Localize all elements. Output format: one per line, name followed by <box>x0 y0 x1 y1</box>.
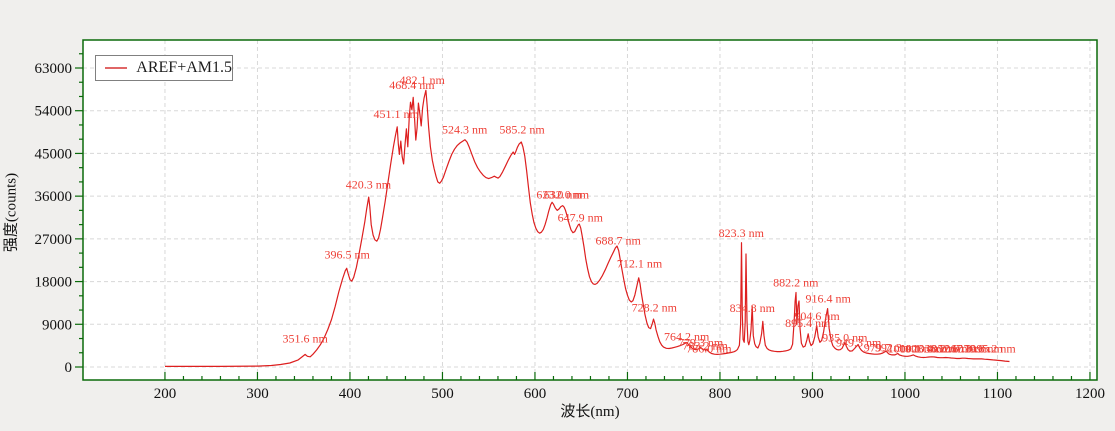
peak-label: 396.5 nm <box>325 247 371 261</box>
x-tick-label: 300 <box>246 386 269 402</box>
peak-label: 834.8 nm <box>730 301 776 315</box>
y-tick-label: 45000 <box>35 146 73 162</box>
x-tick-label: 200 <box>154 386 177 402</box>
peak-label: 1067.3 nm <box>938 341 990 355</box>
peak-label: 823.3 nm <box>719 226 765 240</box>
x-tick-label: 800 <box>709 386 732 402</box>
peak-label: 1038.2 nm <box>913 341 965 355</box>
peak-label: 764.2 nm <box>664 329 710 343</box>
peak-label: 904.6 nm <box>794 309 840 323</box>
peak-label: 882.2 nm <box>773 275 819 289</box>
peak-label: 524.3 nm <box>442 122 488 136</box>
peak-label: 1095.2 nm <box>964 341 1016 355</box>
x-tick-label: 500 <box>431 386 454 402</box>
plot-area <box>83 40 1097 380</box>
y-tick-label: 0 <box>65 360 73 376</box>
peak-label: 351.6 nm <box>283 331 329 345</box>
spectrum-curve <box>165 89 1010 367</box>
x-tick-label: 1200 <box>1075 386 1105 402</box>
peak-label: 992.3 nm <box>875 340 921 354</box>
peak-label: 647.9 nm <box>558 210 604 224</box>
gridlines <box>83 40 1097 380</box>
peak-label: 786.0 nm <box>686 341 732 355</box>
y-tick-label: 9000 <box>42 317 72 333</box>
y-tick-label: 27000 <box>35 232 73 248</box>
peak-label: 712.1 nm <box>617 256 663 270</box>
peak-label: 632.0 nm <box>544 188 590 202</box>
peak-label: 779.3 nm <box>678 336 724 350</box>
y-axis-title: 强度(counts) <box>3 172 20 253</box>
y-tick-label: 63000 <box>35 61 73 77</box>
x-tick-label: 900 <box>801 386 824 402</box>
x-tick-label: 400 <box>339 386 362 402</box>
peak-label: 949.3 nm <box>836 336 882 350</box>
peak-label: 623.0 nm <box>536 188 582 202</box>
legend-line-sample <box>105 67 128 69</box>
x-axis-title: 波长(nm) <box>560 404 620 420</box>
tick-labels: 200 300 400 500 600 700 800 900 1000 1100 1200 0 900… <box>35 61 1105 402</box>
peak-label: 482.1 nm <box>399 73 445 87</box>
peak-label: 916.4 nm <box>806 291 852 305</box>
peak-label: 895.4 nm <box>785 316 831 330</box>
legend-series-label: AREF+AM1.5 <box>136 59 232 76</box>
peak-label: 585.2 nm <box>499 122 545 136</box>
peak-label: 728.2 nm <box>632 300 678 314</box>
peak-label: 1079.8 nm <box>951 341 1003 355</box>
peak-label: 451.1 nm <box>374 107 420 121</box>
peak-label: 935.0 nm <box>822 330 868 344</box>
peak-label: 468.4 nm <box>389 78 435 92</box>
y-tick-label: 54000 <box>35 104 73 120</box>
legend: AREF+AM1.5 <box>95 55 233 81</box>
peak-label: 1023.4 nm <box>900 341 952 355</box>
peak-label: 1009.1 nm <box>888 341 940 355</box>
peak-label: 783.2 nm <box>682 338 728 352</box>
x-tick-label: 700 <box>616 386 639 402</box>
peak-label: 688.7 nm <box>596 234 642 248</box>
axis-ticks <box>75 53 1091 380</box>
x-tick-label: 1000 <box>890 386 920 402</box>
y-tick-label: 18000 <box>35 275 73 291</box>
y-tick-label: 36000 <box>35 189 73 205</box>
x-tick-label: 1100 <box>983 386 1012 402</box>
x-tick-label: 600 <box>524 386 547 402</box>
peak-label: 420.3 nm <box>346 178 392 192</box>
peak-label: 1052.6 nm <box>926 341 978 355</box>
peak-label: 979.7 nm <box>864 340 910 354</box>
peak-annotations: 351.6 nm 396.5 nm 420.3 nm 451.1 nm 468.4 nm… <box>283 73 1017 355</box>
